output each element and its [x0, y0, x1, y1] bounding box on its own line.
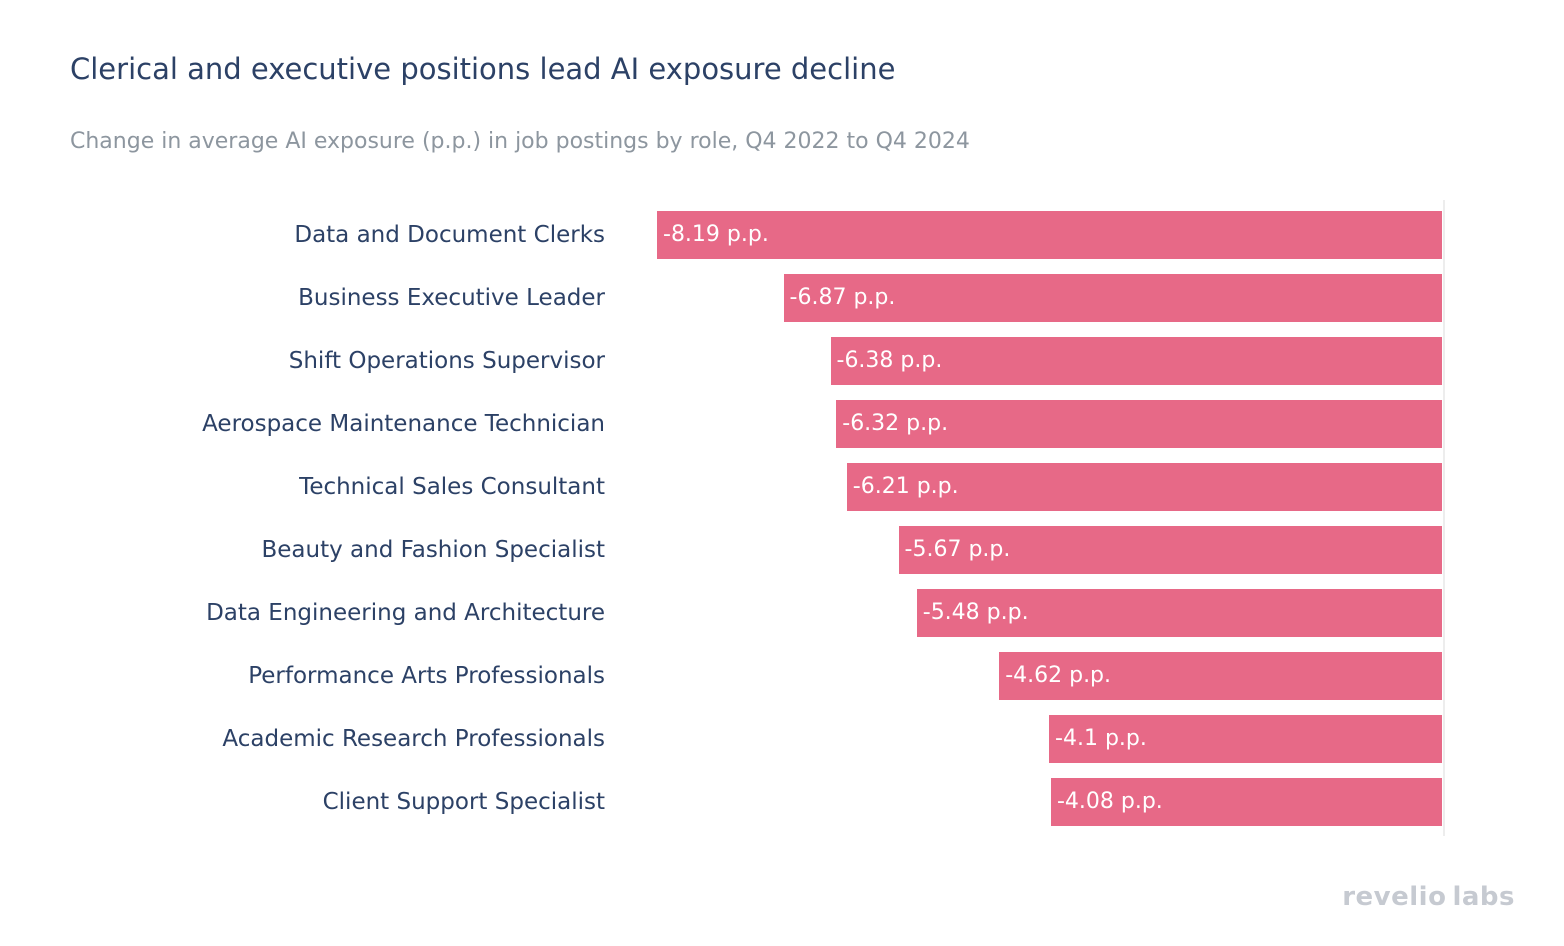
bar-area: -6.32 p.p. [657, 399, 1442, 448]
bar-chart: Data and Document Clerks -8.19 p.p. Busine… [70, 203, 1442, 833]
bar-value-label: -6.32 p.p. [842, 411, 949, 436]
chart-row: Academic Research Professionals -4.1 p.p. [70, 707, 1442, 770]
bar: -6.87 p.p. [783, 273, 1442, 322]
chart-row: Shift Operations Supervisor -6.38 p.p. [70, 329, 1442, 392]
chart-row: Client Support Specialist -4.08 p.p. [70, 770, 1442, 833]
bar-area: -8.19 p.p. [657, 210, 1442, 259]
chart-row: Data and Document Clerks -8.19 p.p. [70, 203, 1442, 266]
category-label: Data Engineering and Architecture [206, 599, 605, 626]
chart-row: Business Executive Leader -6.87 p.p. [70, 266, 1442, 329]
bar-area: -5.48 p.p. [657, 588, 1442, 637]
bar-value-label: -6.87 p.p. [789, 285, 896, 310]
page-subtitle: Change in average AI exposure (p.p.) in … [70, 129, 970, 154]
category-label: Data and Document Clerks [294, 221, 605, 248]
bar: -4.08 p.p. [1050, 777, 1442, 826]
category-label: Academic Research Professionals [222, 725, 605, 752]
category-label: Shift Operations Supervisor [288, 347, 605, 374]
bar: -4.62 p.p. [999, 651, 1442, 700]
bar: -5.48 p.p. [916, 588, 1442, 637]
bar: -4.1 p.p. [1049, 714, 1442, 763]
bar: -6.32 p.p. [836, 399, 1442, 448]
bar-value-label: -4.62 p.p. [1005, 663, 1112, 688]
zero-axis-line [1443, 200, 1445, 836]
category-label: Beauty and Fashion Specialist [261, 536, 605, 563]
bar-value-label: -4.08 p.p. [1056, 789, 1163, 814]
chart-row: Data Engineering and Architecture -5.48 p… [70, 581, 1442, 644]
category-label: Performance Arts Professionals [248, 662, 605, 689]
revelio-labs-logo: revelio labs [1342, 882, 1515, 912]
bar-area: -4.08 p.p. [657, 777, 1442, 826]
chart-row: Beauty and Fashion Specialist -5.67 p.p. [70, 518, 1442, 581]
bar-area: -6.87 p.p. [657, 273, 1442, 322]
category-label: Business Executive Leader [298, 284, 605, 311]
bar-area: -4.1 p.p. [657, 714, 1442, 763]
logo-word-labs: labs [1452, 882, 1515, 912]
bar-area: -5.67 p.p. [657, 525, 1442, 574]
chart-row: Performance Arts Professionals -4.62 p.p. [70, 644, 1442, 707]
bar-area: -6.38 p.p. [657, 336, 1442, 385]
category-label: Client Support Specialist [322, 788, 605, 815]
bar-area: -4.62 p.p. [657, 651, 1442, 700]
page-title: Clerical and executive positions lead AI… [70, 52, 896, 86]
bar-area: -6.21 p.p. [657, 462, 1442, 511]
bar: -6.38 p.p. [830, 336, 1442, 385]
category-label: Aerospace Maintenance Technician [202, 410, 605, 437]
bar-value-label: -5.48 p.p. [922, 600, 1029, 625]
bar: -5.67 p.p. [898, 525, 1442, 574]
chart-row: Technical Sales Consultant -6.21 p.p. [70, 455, 1442, 518]
bar-value-label: -4.1 p.p. [1055, 726, 1147, 751]
bar: -8.19 p.p. [657, 210, 1442, 259]
category-label: Technical Sales Consultant [299, 473, 605, 500]
logo-word-revelio: revelio [1342, 882, 1447, 912]
bar: -6.21 p.p. [846, 462, 1442, 511]
bar-value-label: -5.67 p.p. [904, 537, 1011, 562]
chart-row: Aerospace Maintenance Technician -6.32 p.… [70, 392, 1442, 455]
bar-value-label: -6.21 p.p. [852, 474, 959, 499]
bar-value-label: -6.38 p.p. [836, 348, 943, 373]
bar-value-label: -8.19 p.p. [663, 222, 769, 247]
